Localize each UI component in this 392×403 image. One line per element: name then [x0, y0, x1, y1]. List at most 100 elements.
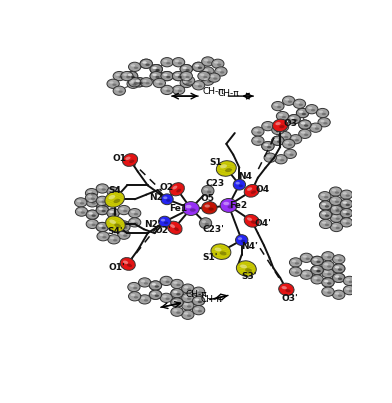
Ellipse shape [172, 58, 185, 67]
Ellipse shape [171, 279, 183, 289]
Ellipse shape [302, 113, 306, 115]
Ellipse shape [284, 149, 296, 158]
Ellipse shape [343, 276, 356, 285]
Ellipse shape [98, 203, 103, 205]
Ellipse shape [213, 77, 218, 80]
Ellipse shape [207, 191, 211, 193]
Ellipse shape [180, 64, 192, 74]
Ellipse shape [161, 71, 173, 81]
Ellipse shape [299, 129, 311, 139]
Ellipse shape [98, 224, 103, 227]
Ellipse shape [123, 260, 128, 264]
Ellipse shape [277, 130, 281, 132]
Ellipse shape [279, 131, 291, 141]
Ellipse shape [299, 110, 303, 113]
Ellipse shape [172, 71, 185, 81]
Text: Fe1: Fe1 [169, 204, 188, 213]
Ellipse shape [349, 281, 353, 283]
Text: S1: S1 [209, 158, 222, 167]
Ellipse shape [240, 264, 247, 268]
Ellipse shape [335, 191, 339, 194]
Ellipse shape [128, 74, 132, 76]
Ellipse shape [96, 206, 109, 215]
Ellipse shape [210, 75, 214, 77]
Ellipse shape [102, 236, 107, 239]
Ellipse shape [181, 301, 194, 310]
Ellipse shape [105, 191, 124, 207]
Ellipse shape [315, 127, 319, 130]
Ellipse shape [109, 220, 114, 222]
Ellipse shape [272, 125, 284, 135]
Ellipse shape [176, 189, 181, 193]
Ellipse shape [262, 141, 274, 151]
Ellipse shape [113, 222, 117, 224]
Ellipse shape [163, 74, 167, 76]
Ellipse shape [145, 82, 150, 84]
Ellipse shape [292, 260, 296, 262]
Ellipse shape [346, 213, 350, 215]
Ellipse shape [304, 125, 309, 127]
Ellipse shape [241, 240, 245, 243]
Ellipse shape [131, 64, 135, 67]
Ellipse shape [109, 220, 114, 222]
Ellipse shape [113, 222, 117, 224]
Ellipse shape [277, 141, 281, 143]
Ellipse shape [155, 295, 159, 297]
Ellipse shape [216, 161, 236, 176]
Ellipse shape [336, 227, 340, 229]
Ellipse shape [152, 292, 156, 295]
Ellipse shape [198, 301, 202, 303]
Ellipse shape [338, 278, 342, 280]
Ellipse shape [335, 266, 339, 268]
Ellipse shape [192, 287, 205, 296]
Ellipse shape [192, 62, 205, 71]
Ellipse shape [201, 67, 214, 76]
Ellipse shape [138, 278, 151, 287]
Ellipse shape [318, 118, 330, 127]
Ellipse shape [295, 139, 299, 141]
Ellipse shape [102, 188, 106, 191]
Text: O2': O2' [154, 226, 171, 235]
Ellipse shape [149, 290, 162, 299]
Text: O1': O1' [109, 262, 125, 272]
Ellipse shape [113, 84, 117, 86]
Ellipse shape [113, 239, 117, 241]
Ellipse shape [181, 284, 194, 293]
Ellipse shape [207, 61, 211, 64]
Ellipse shape [208, 73, 220, 82]
Ellipse shape [198, 67, 202, 69]
Ellipse shape [296, 108, 309, 118]
Ellipse shape [149, 281, 162, 290]
Ellipse shape [176, 302, 181, 305]
Ellipse shape [107, 187, 119, 196]
Ellipse shape [311, 275, 323, 284]
Ellipse shape [99, 234, 103, 236]
Ellipse shape [161, 58, 173, 67]
Ellipse shape [110, 237, 114, 239]
Ellipse shape [332, 273, 345, 283]
Ellipse shape [123, 74, 127, 76]
Text: CH-π: CH-π [201, 295, 223, 304]
Ellipse shape [332, 264, 345, 273]
Ellipse shape [109, 189, 114, 191]
Ellipse shape [311, 266, 323, 275]
Ellipse shape [338, 295, 342, 297]
Ellipse shape [178, 62, 182, 64]
Ellipse shape [145, 64, 150, 66]
Ellipse shape [205, 223, 209, 226]
Ellipse shape [327, 291, 332, 294]
Ellipse shape [98, 208, 103, 210]
Ellipse shape [165, 281, 170, 283]
Ellipse shape [300, 270, 312, 279]
Ellipse shape [74, 198, 87, 207]
Ellipse shape [319, 110, 323, 113]
Ellipse shape [173, 282, 178, 284]
Ellipse shape [285, 98, 289, 101]
Ellipse shape [322, 287, 334, 296]
Ellipse shape [184, 303, 188, 305]
Ellipse shape [332, 189, 336, 191]
Ellipse shape [313, 268, 318, 270]
Ellipse shape [324, 271, 328, 273]
Ellipse shape [120, 232, 124, 235]
Ellipse shape [245, 268, 252, 272]
